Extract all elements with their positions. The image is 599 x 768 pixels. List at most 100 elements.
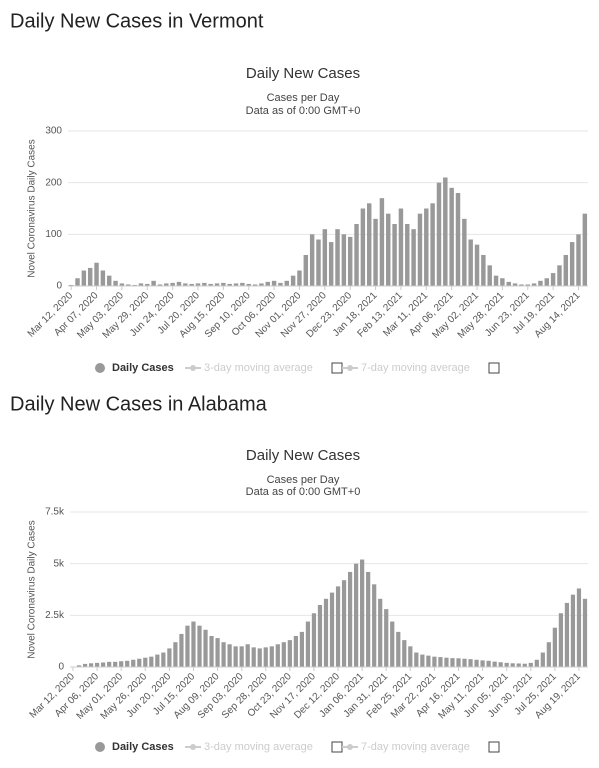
legend-marker [95,363,105,373]
legend-marker [347,744,353,750]
section-heading: Daily New Cases in Alabama [10,393,268,415]
legend-checkbox[interactable] [331,741,343,753]
bar [430,203,435,286]
legend-label[interactable]: 7-day moving average [361,362,470,374]
legend-marker [190,744,196,750]
chart-title: Daily New Cases [246,447,360,464]
bar [161,652,166,667]
bar [408,646,413,667]
legend-checkbox[interactable] [488,741,500,753]
bar [257,648,262,667]
bar [392,224,397,286]
bar [191,621,196,667]
y-tick-label: 100 [45,229,62,240]
legend-checkbox[interactable] [488,362,500,374]
bar [221,642,226,667]
bar [113,661,118,667]
bar [420,654,425,667]
legend-label[interactable]: 3-day moving average [204,362,313,374]
bar [438,657,443,667]
bar [424,208,429,286]
bar [329,592,335,667]
bar [411,229,416,286]
bar [263,647,268,667]
bar [281,642,286,667]
bar [474,659,479,667]
legend-marker [190,365,196,371]
section-heading: Daily New Cases in Vermont [10,10,264,32]
bar [68,284,74,286]
bar [173,642,178,667]
bar [390,621,395,667]
legend-checkbox[interactable] [331,362,343,374]
bar [432,656,437,667]
bar [155,654,160,667]
bar [519,284,524,286]
bar [335,586,341,667]
bar [209,636,214,667]
bar [251,647,256,667]
legend-label[interactable]: 3-day moving average [204,741,313,753]
chart-note: Data as of 0:00 GMT+0 [246,105,361,117]
bar [119,283,125,286]
bar [197,625,202,667]
bar [107,275,112,286]
bar [189,283,194,286]
bar [481,255,486,286]
bar [373,218,378,286]
bar [233,646,238,667]
bar [167,648,172,667]
bar [576,588,582,667]
bar [386,213,391,286]
bar [450,658,455,667]
chart-note: Data as of 0:00 GMT+0 [246,486,361,498]
bar [131,659,136,667]
bar [480,660,485,667]
bar [323,598,329,667]
bar [522,663,527,667]
bar [287,640,292,667]
bar [534,659,539,667]
bar [550,273,556,286]
bar [366,571,371,667]
bar [498,662,503,667]
bar [528,662,533,667]
legend-label[interactable]: Daily Cases [112,741,174,753]
bar [170,282,175,286]
bar [500,278,505,286]
bar [564,602,570,667]
bar [305,621,311,667]
chart-title: Daily New Cases [246,65,360,82]
bar [525,284,530,286]
bar [493,275,499,286]
bar [512,283,518,286]
bar [360,208,366,286]
bar [275,644,280,667]
bar [278,282,283,286]
bar [246,283,251,286]
bar [322,229,328,286]
bar [265,281,270,286]
bar [426,655,431,667]
bar [179,633,184,667]
bar [531,283,537,286]
bar [299,631,305,667]
bar [215,638,220,667]
bar [504,662,509,667]
legend-label[interactable]: Daily Cases [112,362,174,374]
y-tick-label: 0 [58,662,64,673]
y-tick-label: 5k [53,558,65,569]
bar [297,270,302,286]
legend-label[interactable]: 7-day moving average [361,741,470,753]
bar [546,642,551,667]
bar [328,242,334,286]
bar [582,213,588,286]
bar [558,613,564,667]
bar [506,281,511,286]
bar [185,625,190,667]
bar [449,187,454,286]
bar [311,613,317,667]
bar [347,236,353,286]
bar [245,644,250,667]
